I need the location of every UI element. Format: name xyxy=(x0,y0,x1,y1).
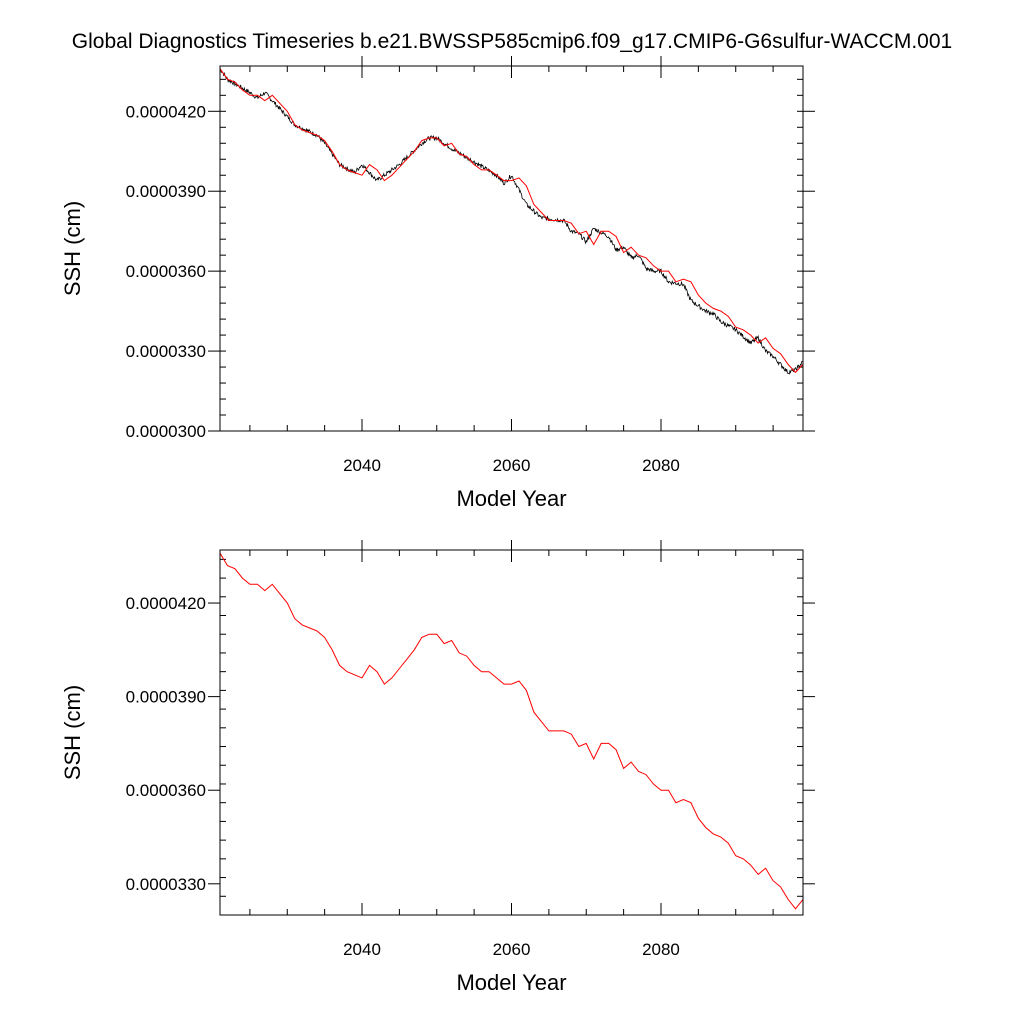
x-tick-label: 2080 xyxy=(642,940,680,959)
plot-panel-top: 2040 2060 2080 0.0000300 0.0000330 0.0000360 0… xyxy=(60,56,815,511)
y-tick-label: 0.0000360 xyxy=(126,262,206,281)
y-axis-title: SSH (cm) xyxy=(60,201,85,296)
x-axis-title: Model Year xyxy=(456,486,566,511)
y-tick-label: 0.0000420 xyxy=(126,102,206,121)
y-tick-label: 0.0000420 xyxy=(126,594,206,613)
plot-frame xyxy=(219,65,804,432)
plot-frame xyxy=(219,549,804,916)
y-tick-label: 0.0000300 xyxy=(126,422,206,441)
annual-series-line xyxy=(220,68,803,374)
y-tick-label: 0.0000330 xyxy=(126,875,206,894)
y-tick-label: 0.0000390 xyxy=(126,688,206,707)
chart-title: Global Diagnostics Timeseries b.e21.BWSS… xyxy=(71,30,953,53)
x-tick-label: 2060 xyxy=(493,940,531,959)
x-axis-title: Model Year xyxy=(456,970,566,995)
x-tick-label: 2080 xyxy=(642,456,680,475)
monthly-series-line xyxy=(220,68,803,375)
x-tick-label: 2060 xyxy=(493,456,531,475)
y-tick-label: 0.0000390 xyxy=(126,182,206,201)
y-axis-title: SSH (cm) xyxy=(60,685,85,780)
annual-series-line xyxy=(220,552,803,910)
y-tick-label: 0.0000330 xyxy=(126,342,206,361)
y-tick-label: 0.0000360 xyxy=(126,781,206,800)
x-tick-label: 2040 xyxy=(343,940,381,959)
x-tick-label: 2040 xyxy=(343,456,381,475)
plot-panel-bottom: 2040 2060 2080 0.0000330 0.0000360 0.0000390 0… xyxy=(60,540,815,995)
